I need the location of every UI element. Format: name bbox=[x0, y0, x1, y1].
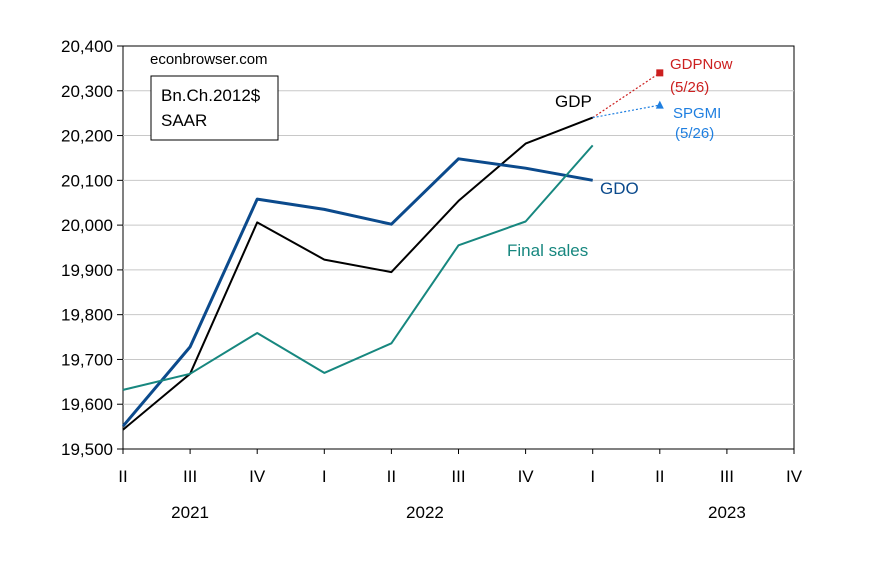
x-tick-label: II bbox=[387, 467, 396, 486]
gridlines bbox=[123, 90, 794, 405]
watermark: econbrowser.com bbox=[150, 51, 268, 68]
x-tick-label: III bbox=[183, 467, 197, 486]
gdpnow-date-label: (5/26) bbox=[670, 79, 709, 96]
gdpnow-marker bbox=[656, 69, 664, 77]
x-tick-label: II bbox=[118, 467, 127, 486]
units-sublabel: SAAR bbox=[161, 111, 207, 130]
year-label: 2022 bbox=[406, 503, 444, 522]
gdp-label: GDP bbox=[555, 92, 592, 111]
y-tick-label: 20,400 bbox=[61, 37, 113, 56]
nowcast-layer bbox=[592, 69, 664, 119]
x-tick-label: III bbox=[451, 467, 465, 486]
series-layer bbox=[121, 116, 594, 431]
year-label: 2023 bbox=[708, 503, 746, 522]
y-tick-label: 19,500 bbox=[61, 440, 113, 459]
units-label: Bn.Ch.2012$ bbox=[161, 86, 261, 105]
y-tick-label: 20,300 bbox=[61, 82, 113, 101]
gdp-line bbox=[122, 116, 594, 431]
y-tick-label: 19,800 bbox=[61, 306, 113, 325]
x-tick-label: I bbox=[322, 467, 327, 486]
spgmi-label: SPGMI bbox=[673, 105, 721, 122]
y-tick-label: 20,200 bbox=[61, 127, 113, 146]
gdpnow-label: GDPNow bbox=[670, 56, 733, 73]
x-tick-label: IV bbox=[249, 467, 266, 486]
final-sales-line bbox=[122, 144, 594, 391]
gdo-label: GDO bbox=[600, 179, 639, 198]
final-sales-label: Final sales bbox=[507, 241, 588, 260]
y-tick-label: 19,900 bbox=[61, 261, 113, 280]
gdpnow-nowcast-line bbox=[592, 72, 661, 119]
x-tick-label: IV bbox=[518, 467, 535, 486]
year-label: 2021 bbox=[171, 503, 209, 522]
x-tick-label: I bbox=[590, 467, 595, 486]
gdo-line bbox=[121, 157, 593, 428]
x-tick-label: II bbox=[655, 467, 664, 486]
y-tick-label: 20,100 bbox=[61, 171, 113, 190]
x-tick-label: IV bbox=[786, 467, 803, 486]
units-box bbox=[150, 75, 279, 141]
x-tick-label: III bbox=[720, 467, 734, 486]
spgmi-marker bbox=[655, 100, 664, 109]
spgmi-nowcast-line bbox=[592, 104, 660, 119]
y-tick-label: 19,600 bbox=[61, 395, 113, 414]
y-tick-label: 19,700 bbox=[61, 350, 113, 369]
spgmi-date-label: (5/26) bbox=[675, 125, 714, 142]
y-tick-label: 20,000 bbox=[61, 216, 113, 235]
y-axis: 19,500 19,600 19,700 19,800 19,900 20,000 20,1… bbox=[61, 37, 123, 459]
